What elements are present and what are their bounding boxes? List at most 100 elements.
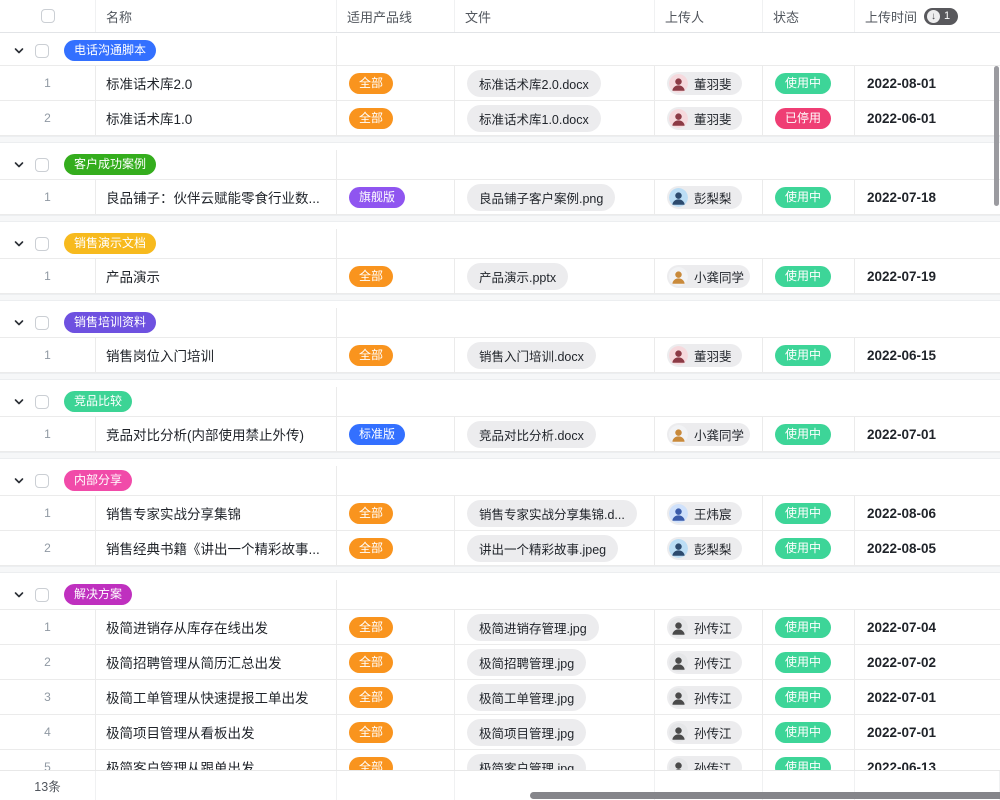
header-select-all-cell[interactable] [0,0,96,32]
cell-uploader[interactable]: 小龚同学 [655,417,763,451]
cell-upload-date[interactable]: 2022-07-04 [855,610,1000,644]
cell-status[interactable]: 使用中 [763,180,855,214]
cell-status[interactable]: 使用中 [763,680,855,714]
file-chip[interactable]: 极简进销存管理.jpg [467,613,599,641]
cell-uploader[interactable]: 孙传江 [655,750,763,770]
cell-uploader[interactable]: 孙传江 [655,610,763,644]
cell-uploader[interactable]: 孙传江 [655,645,763,679]
cell-uploader[interactable]: 董羽斐 [655,101,763,135]
cell-status[interactable]: 使用中 [763,750,855,770]
column-header-product-line[interactable]: 适用产品线 [337,0,455,32]
cell-file[interactable]: 极简进销存管理.jpg [455,610,655,644]
cell-product-line[interactable]: 全部 [337,66,455,100]
cell-name[interactable]: 标准话术库2.0 [96,66,337,100]
cell-upload-date[interactable]: 2022-07-02 [855,645,1000,679]
cell-product-line[interactable]: 全部 [337,715,455,749]
row-number-cell[interactable]: 2 [0,531,96,565]
cell-upload-date[interactable]: 2022-07-01 [855,417,1000,451]
cell-product-line[interactable]: 全部 [337,750,455,770]
row-number-cell[interactable]: 1 [0,417,96,451]
group-name-badge[interactable]: 销售培训资料 [64,312,157,333]
cell-status[interactable]: 使用中 [763,338,855,372]
cell-name[interactable]: 极简项目管理从看板出发 [96,715,337,749]
cell-upload-date[interactable]: 2022-08-05 [855,531,1000,565]
row-number-cell[interactable]: 3 [0,680,96,714]
column-header-status[interactable]: 状态 [763,0,855,32]
row-number-cell[interactable]: 2 [0,645,96,679]
cell-uploader[interactable]: 孙传江 [655,715,763,749]
cell-status[interactable]: 使用中 [763,417,855,451]
file-chip[interactable]: 极简工单管理.jpg [467,683,587,711]
file-chip[interactable]: 讲出一个精彩故事.jpeg [467,534,619,562]
cell-file[interactable]: 极简客户管理.jpg [455,750,655,770]
cell-uploader[interactable]: 孙传江 [655,680,763,714]
cell-uploader[interactable]: 小龚同学 [655,259,763,293]
cell-product-line[interactable]: 全部 [337,101,455,135]
cell-upload-date[interactable]: 2022-06-01 [855,101,1000,135]
cell-product-line[interactable]: 全部 [337,680,455,714]
cell-upload-date[interactable]: 2022-07-19 [855,259,1000,293]
cell-file[interactable]: 良品铺子客户案例.png [455,180,655,214]
cell-status[interactable]: 使用中 [763,715,855,749]
file-chip[interactable]: 标准话术库1.0.docx [467,104,601,132]
column-header-name[interactable]: 名称 [96,0,337,32]
cell-file[interactable]: 标准话术库2.0.docx [455,66,655,100]
cell-file[interactable]: 极简工单管理.jpg [455,680,655,714]
cell-upload-date[interactable]: 2022-07-18 [855,180,1000,214]
cell-name[interactable]: 标准话术库1.0 [96,101,337,135]
row-number-cell[interactable]: 5 [0,750,96,770]
cell-product-line[interactable]: 旗舰版 [337,180,455,214]
user-chip[interactable]: 董羽斐 [667,71,742,95]
cell-upload-date[interactable]: 2022-08-06 [855,496,1000,530]
file-chip[interactable]: 极简项目管理.jpg [467,718,587,746]
row-number-cell[interactable]: 1 [0,338,96,372]
cell-name[interactable]: 销售岗位入门培训 [96,338,337,372]
cell-uploader[interactable]: 彭梨梨 [655,180,763,214]
cell-file[interactable]: 讲出一个精彩故事.jpeg [455,531,655,565]
group-name-badge[interactable]: 竞品比较 [64,391,133,412]
user-chip[interactable]: 董羽斐 [667,106,742,130]
cell-name[interactable]: 极简客户管理从跟单出发 [96,750,337,770]
row-number-cell[interactable]: 1 [0,610,96,644]
chevron-down-icon[interactable] [13,475,25,487]
horizontal-scrollbar[interactable] [530,792,1000,799]
cell-file[interactable]: 标准话术库1.0.docx [455,101,655,135]
chevron-down-icon[interactable] [13,317,25,329]
column-header-file[interactable]: 文件 [455,0,655,32]
row-number-cell[interactable]: 1 [0,496,96,530]
file-chip[interactable]: 销售专家实战分享集锦.d... [467,499,637,527]
row-number-cell[interactable]: 1 [0,259,96,293]
file-chip[interactable]: 良品铺子客户案例.png [467,183,616,211]
cell-product-line[interactable]: 全部 [337,645,455,679]
user-chip[interactable]: 彭梨梨 [667,185,742,209]
group-checkbox[interactable] [35,236,49,251]
cell-status[interactable]: 使用中 [763,66,855,100]
file-chip[interactable]: 标准话术库2.0.docx [467,69,601,97]
select-all-checkbox[interactable] [41,9,55,23]
user-chip[interactable]: 孙传江 [667,650,742,674]
cell-name[interactable]: 良品铺子：伙伴云赋能零食行业数... [96,180,337,214]
user-chip[interactable]: 彭梨梨 [667,536,742,560]
group-checkbox[interactable] [35,473,49,488]
cell-uploader[interactable]: 彭梨梨 [655,531,763,565]
cell-file[interactable]: 销售入门培训.docx [455,338,655,372]
chevron-down-icon[interactable] [13,396,25,408]
file-chip[interactable]: 产品演示.pptx [467,262,569,290]
cell-name[interactable]: 销售专家实战分享集锦 [96,496,337,530]
user-chip[interactable]: 董羽斐 [667,343,742,367]
chevron-down-icon[interactable] [13,159,25,171]
sort-badge[interactable]: ↓ 1 [924,7,959,25]
group-name-badge[interactable]: 销售演示文档 [64,233,157,254]
group-name-badge[interactable]: 解决方案 [64,584,133,605]
vertical-scrollbar[interactable] [994,66,999,206]
cell-product-line[interactable]: 全部 [337,259,455,293]
cell-upload-date[interactable]: 2022-08-01 [855,66,1000,100]
cell-status[interactable]: 使用中 [763,496,855,530]
group-checkbox[interactable] [35,157,49,172]
cell-name[interactable]: 极简招聘管理从简历汇总出发 [96,645,337,679]
cell-file[interactable]: 竞品对比分析.docx [455,417,655,451]
cell-status[interactable]: 使用中 [763,531,855,565]
cell-status[interactable]: 使用中 [763,610,855,644]
cell-name[interactable]: 销售经典书籍《讲出一个精彩故事... [96,531,337,565]
user-chip[interactable]: 小龚同学 [667,422,750,446]
